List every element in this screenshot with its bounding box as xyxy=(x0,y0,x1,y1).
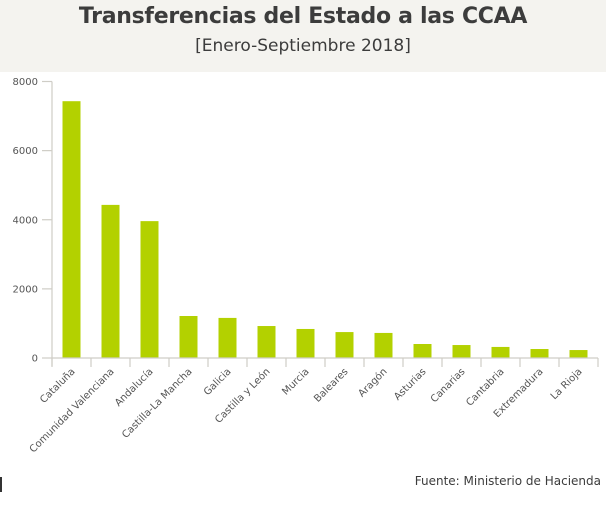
bar xyxy=(569,350,588,358)
chart-title: Transferencias del Estado a las CCAA xyxy=(78,4,528,29)
x-tick-label: Murcia xyxy=(280,366,311,397)
x-tick-label: Galicia xyxy=(202,366,234,398)
bar xyxy=(179,316,198,358)
x-tick-label: La Rioja xyxy=(549,366,585,402)
bar xyxy=(413,344,432,358)
x-tick-label: Baleares xyxy=(312,366,350,404)
x-tick-label: Andalucía xyxy=(112,366,155,409)
y-tick-label: 0 xyxy=(32,354,38,365)
chart-subtitle: [Enero-Septiembre 2018] xyxy=(195,36,411,56)
x-tick-label: Asturias xyxy=(392,366,428,402)
y-tick-label: 4000 xyxy=(13,215,38,226)
x-tick-label: Castilla-La Mancha xyxy=(120,366,194,440)
x-tick-label: Cantabria xyxy=(464,366,506,408)
y-tick-label: 8000 xyxy=(13,77,38,88)
y-tick-label: 6000 xyxy=(13,146,38,157)
source-note: Fuente: Ministerio de Hacienda xyxy=(414,474,601,488)
y-axis: 0 2000 4000 6000 8000 xyxy=(13,77,53,366)
x-tick-label: Canarias xyxy=(429,366,468,405)
bar xyxy=(257,326,276,358)
bar xyxy=(62,101,81,358)
x-tick-label: Comunidad Valenciana xyxy=(28,366,117,455)
chart-header: Transferencias del Estado a las CCAA [En… xyxy=(0,0,606,72)
bar xyxy=(296,328,315,358)
edge-mark xyxy=(0,477,2,492)
y-tick-label: 2000 xyxy=(13,284,38,295)
bar xyxy=(101,204,120,358)
bar xyxy=(218,317,237,358)
x-tick-label: Cataluña xyxy=(38,366,77,405)
x-tick-label: Aragón xyxy=(356,366,390,400)
bar xyxy=(452,345,471,358)
bar xyxy=(140,221,159,358)
bars xyxy=(62,101,588,358)
bar xyxy=(374,332,393,358)
bar xyxy=(530,349,549,358)
bar xyxy=(335,332,354,358)
bar xyxy=(491,346,510,358)
